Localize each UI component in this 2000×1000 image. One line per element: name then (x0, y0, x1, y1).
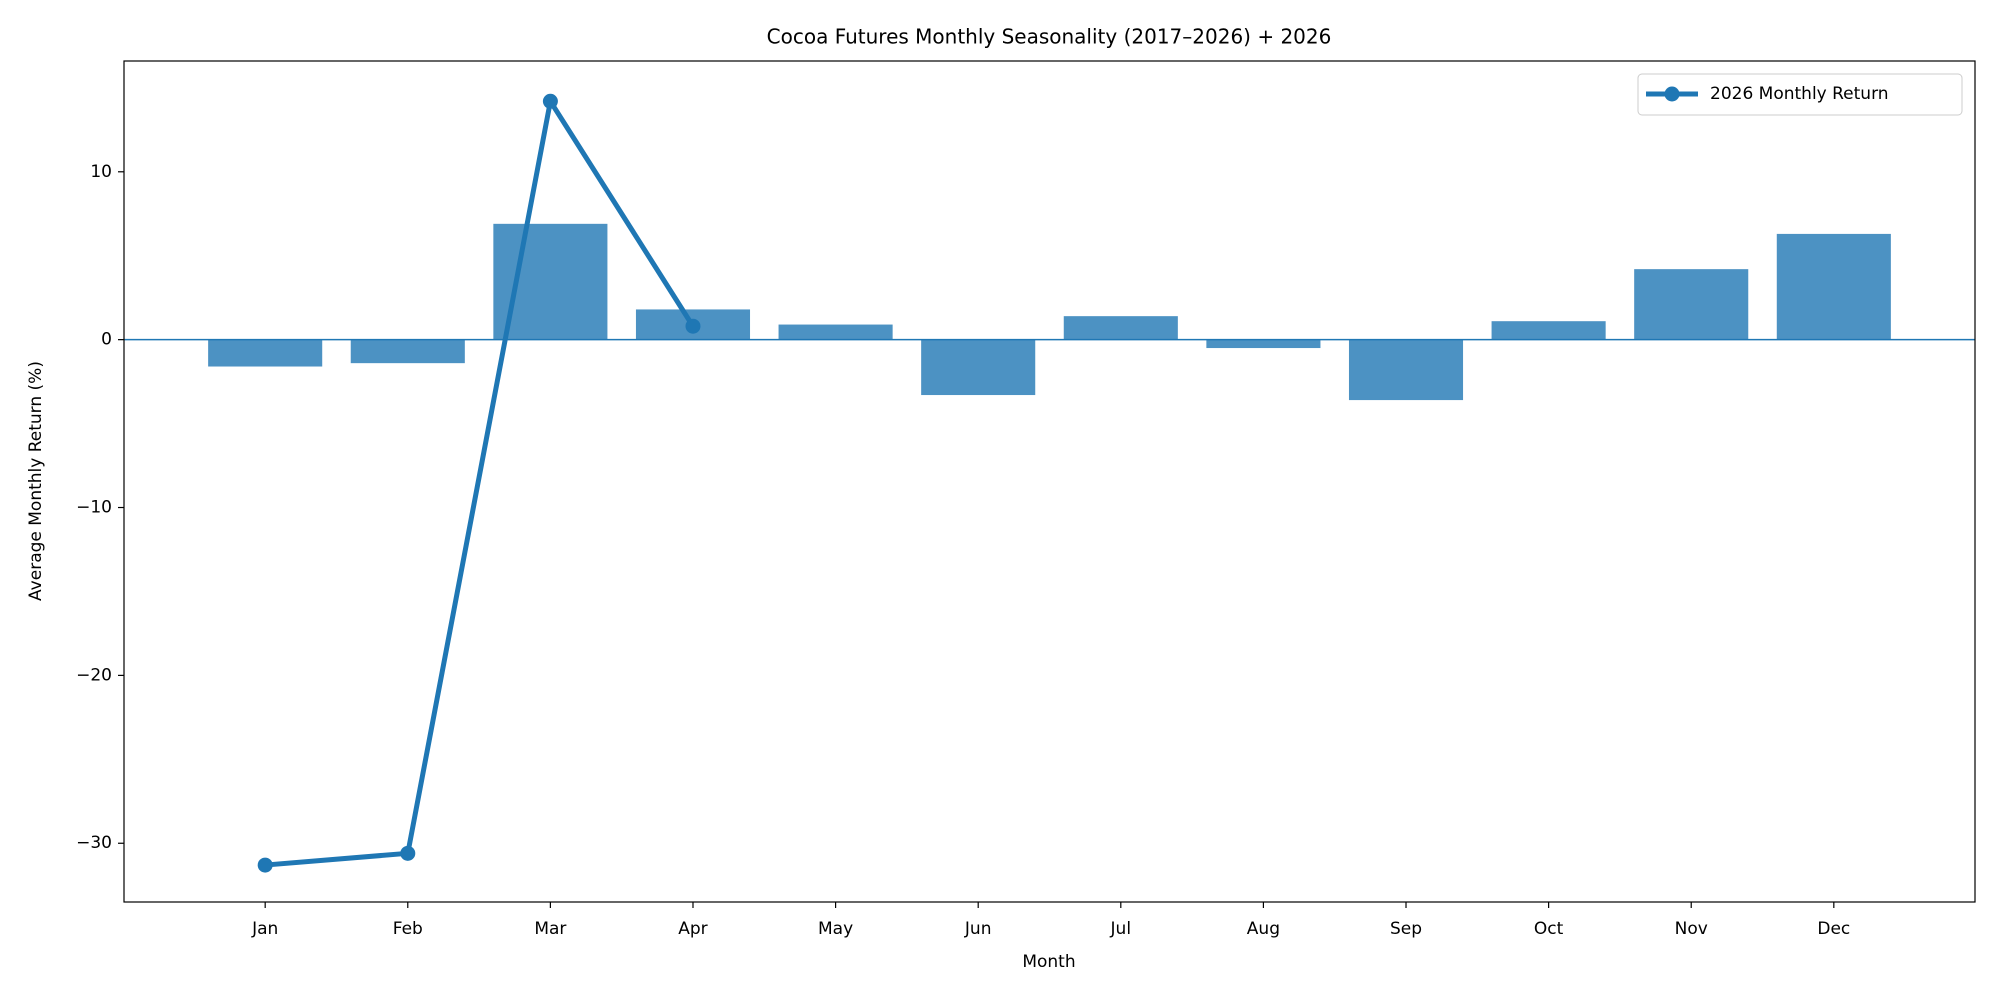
x-tick-label: Aug (1247, 919, 1280, 939)
x-tick-label: Dec (1817, 919, 1850, 939)
x-tick-label: Mar (534, 919, 566, 939)
marker (685, 318, 701, 334)
bar (1206, 339, 1321, 349)
chart-title: Cocoa Futures Monthly Seasonality (2017–… (767, 25, 1332, 49)
bar (1348, 339, 1464, 401)
x-tick-label: May (818, 919, 853, 939)
line (264, 98, 696, 868)
bar (350, 339, 465, 364)
bar (1776, 233, 1891, 340)
x-tick-label: Jul (1110, 919, 1132, 939)
marker (400, 845, 416, 861)
marker (542, 93, 558, 109)
bar (1063, 316, 1178, 340)
bar (921, 339, 1036, 396)
bar (1634, 269, 1749, 340)
bar (778, 324, 893, 340)
x-tick-label: Oct (1534, 919, 1564, 939)
y-tick-label: 0 (101, 330, 112, 350)
bar (208, 339, 323, 367)
y-tick-label: 10 (90, 162, 112, 182)
x-tick-label: Jun (964, 919, 992, 939)
y-tick-label: −10 (76, 498, 112, 518)
y-tick-label: −30 (76, 833, 112, 853)
y-tick-label: −20 (76, 665, 112, 685)
legend-marker (1664, 86, 1680, 102)
y-axis-label: Average Monthly Return (%) (26, 361, 46, 601)
x-axis-label: Month (1022, 952, 1075, 972)
x-tick-label: Nov (1675, 919, 1708, 939)
bar (1491, 321, 1606, 340)
x-tick-label: Apr (678, 919, 707, 939)
marker (257, 857, 273, 873)
bar (493, 223, 608, 340)
plot-frame (123, 60, 1976, 903)
x-tick-label: Jan (251, 919, 278, 939)
legend-label: 2026 Monthly Return (1710, 84, 1889, 104)
legend: 2026 Monthly Return (1637, 73, 1963, 116)
x-tick-label: Sep (1390, 919, 1422, 939)
legend-box (1637, 73, 1963, 116)
x-tick-label: Feb (393, 919, 423, 939)
